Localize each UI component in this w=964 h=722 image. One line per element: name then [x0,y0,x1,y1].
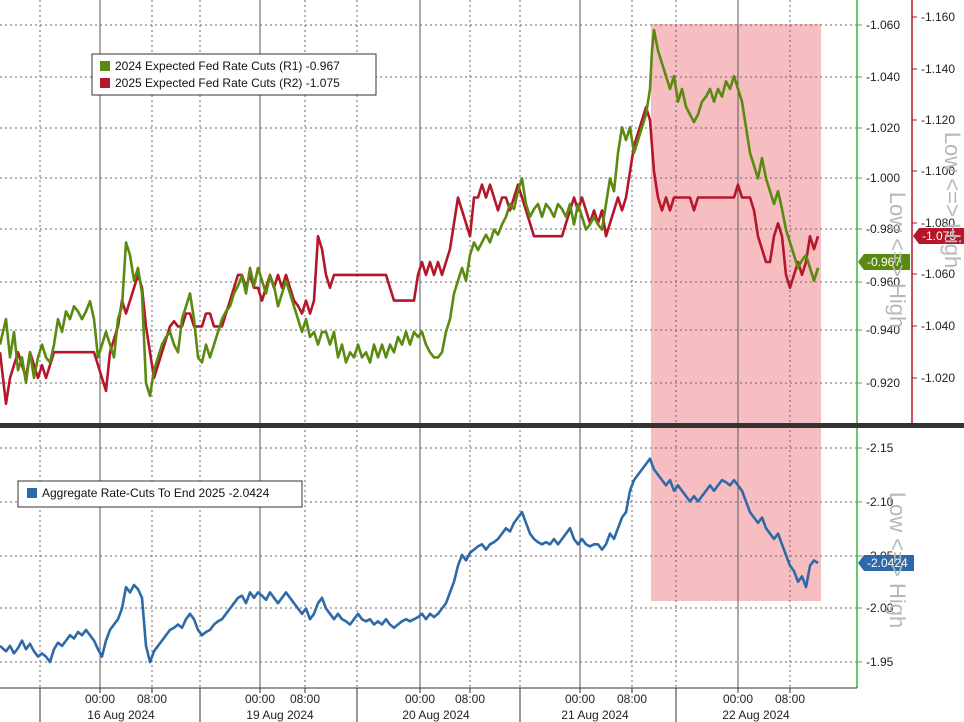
time-tick-label: 00:00 [723,692,753,706]
r2-tick-label: -1.020 [921,371,955,385]
bottom-tick-label: -2.15 [866,441,894,455]
grid [0,0,857,688]
time-tick-label: 00:00 [405,692,435,706]
r2-tick-label: -1.140 [921,62,955,76]
time-tick-label: 08:00 [290,692,320,706]
r2-tick-label: -1.060 [921,267,955,281]
top-panel-lines [0,28,820,406]
date-label: 22 Aug 2024 [722,708,790,722]
bottom-tick-label: -2.10 [866,495,894,509]
top-side-label-r2: Low <=> High [940,132,964,268]
bottom-legend: Aggregate Rate-Cuts To End 2025 -2.0424 [17,480,303,508]
legend-label-aggregate: Aggregate Rate-Cuts To End 2025 -2.0424 [42,486,270,500]
legend-swatch-2025 [100,78,110,88]
series-line-2024 [0,28,820,398]
r1-tick-label: -1.040 [866,70,900,84]
date-label: 21 Aug 2024 [561,708,629,722]
r2-tick-label: -1.100 [921,164,955,178]
legend-label-2025: 2025 Expected Fed Rate Cuts (R2) -1.075 [115,76,340,90]
r1-tick-label: -0.960 [866,275,900,289]
bottom-panel-lines [0,457,819,664]
bottom-tick-label: -2.00 [866,601,894,615]
legend-label-2024: 2024 Expected Fed Rate Cuts (R1) -0.967 [115,59,340,73]
bottom-tick-label: -1.95 [866,655,894,669]
r1-tick-label: -1.020 [866,121,900,135]
highlight-region [651,24,821,601]
time-tick-label: 08:00 [617,692,647,706]
r2-tick-label: -1.160 [921,10,955,24]
r1-last-value-tag: -0.967 [858,254,910,270]
date-label: 19 Aug 2024 [246,708,314,722]
right-axes: -0.920 -0.940 -0.960 -0.980 -1.000 -1.020 -1.0… [856,0,964,688]
r1-tick-label: -1.000 [866,171,900,185]
r1-tick-label: -0.920 [866,376,900,390]
bottom-side-label: Low <=> High [885,492,910,628]
panel-separator [0,423,964,428]
date-label: 16 Aug 2024 [87,708,155,722]
r1-tick-label: -1.060 [866,18,900,32]
bottom-last-value-tag-label: -2.0424 [867,556,908,570]
time-tick-label: 00:00 [85,692,115,706]
time-tick-label: 00:00 [565,692,595,706]
time-tick-label: 08:00 [137,692,167,706]
time-tick-label: 08:00 [775,692,805,706]
r2-tick-label: -1.080 [921,216,955,230]
r1-tick-label: -0.980 [866,222,900,236]
r2-tick-label: -1.120 [921,113,955,127]
date-label: 20 Aug 2024 [402,708,470,722]
time-tick-label: 08:00 [455,692,485,706]
r2-tick-label: -1.040 [921,319,955,333]
top-side-label-r1: Low <=> High [885,192,910,328]
bottom-last-value-tag: -2.0424 [858,555,914,571]
top-legend: 2024 Expected Fed Rate Cuts (R1) -0.967 … [91,53,377,96]
series-line-aggregate [0,457,819,664]
r1-tick-label: -0.940 [866,323,900,337]
legend-swatch-2024 [100,61,110,71]
x-axis: 00:00 08:00 00:00 08:00 00:00 08:00 00:00 08:00… [0,687,857,722]
legend-swatch-aggregate [27,488,37,498]
r2-last-value-tag-label: -1.075 [922,229,956,243]
r1-last-value-tag-label: -0.967 [867,255,901,269]
r2-last-value-tag: -1.075 [913,228,964,244]
time-tick-label: 00:00 [245,692,275,706]
